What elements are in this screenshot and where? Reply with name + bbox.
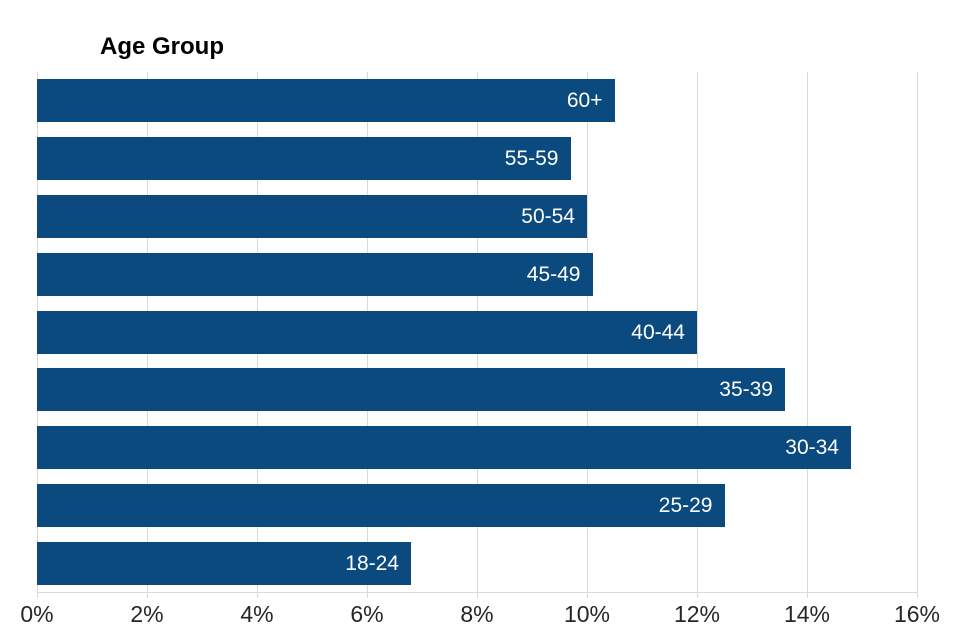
bar-label: 55-59 — [504, 146, 559, 170]
bar-50-54: 50-54 — [37, 195, 587, 238]
x-tick-mark — [587, 592, 588, 598]
x-tick-label: 0% — [20, 601, 54, 627]
gridline — [917, 72, 918, 592]
x-tick-mark — [367, 592, 368, 598]
bar-18-24: 18-24 — [37, 542, 411, 585]
x-tick-mark — [477, 592, 478, 598]
x-tick-mark — [257, 592, 258, 598]
plot-area: 60+ 55-59 50-54 45-49 40-44 35-39 30-34 25-29 18… — [37, 72, 918, 593]
bar-label: 18-24 — [345, 551, 399, 575]
bar-label: 45-49 — [526, 262, 581, 286]
x-tick-label: 8% — [460, 601, 494, 627]
x-tick-label: 12% — [673, 601, 721, 627]
bar-40-44: 40-44 — [37, 311, 697, 354]
bar-label: 25-29 — [658, 493, 713, 517]
gridline — [807, 72, 808, 592]
bar-60+: 60+ — [37, 79, 615, 122]
x-tick-label: 14% — [783, 601, 831, 627]
x-tick-mark — [697, 592, 698, 598]
x-tick-mark — [37, 592, 38, 598]
x-tick-label: 16% — [893, 601, 941, 627]
x-tick-mark — [807, 592, 808, 598]
bar-55-59: 55-59 — [37, 137, 571, 180]
bar-label: 35-39 — [719, 377, 773, 401]
x-tick-label: 10% — [563, 601, 611, 627]
bar-25-29: 25-29 — [37, 484, 725, 527]
bar-30-34: 30-34 — [37, 426, 851, 469]
x-axis: 0% 2% 4% 6% 8% 10% 12% 14% 16% — [20, 592, 940, 640]
x-tick-mark — [147, 592, 148, 598]
gridline — [697, 72, 698, 592]
bar-label: 40-44 — [631, 320, 685, 344]
bar-45-49: 45-49 — [37, 253, 593, 296]
bar-35-39: 35-39 — [37, 368, 785, 411]
x-tick-mark — [917, 592, 918, 598]
bar-label: 30-34 — [785, 435, 839, 459]
x-tick-label: 2% — [130, 601, 164, 627]
chart-title: Age Group — [100, 33, 224, 60]
bar-label: 60+ — [566, 88, 603, 112]
x-tick-label: 4% — [240, 601, 274, 627]
bar-label: 50-54 — [521, 204, 575, 228]
x-tick-label: 6% — [350, 601, 384, 627]
